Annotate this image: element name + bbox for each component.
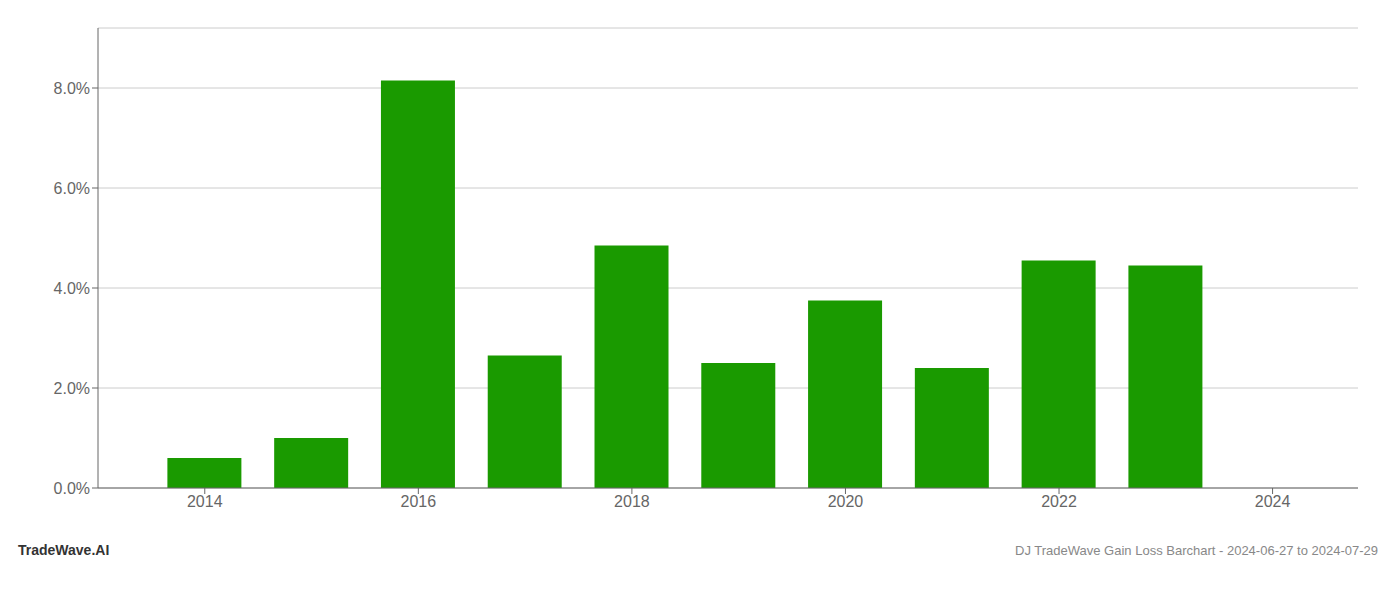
svg-text:6.0%: 6.0%	[54, 180, 90, 197]
svg-text:2.0%: 2.0%	[54, 380, 90, 397]
svg-text:0.0%: 0.0%	[54, 480, 90, 497]
html-text:DJ TradeWave Gain Loss Barchar: DJ TradeWave Gain Loss Barchart - 2024-0…	[1015, 543, 1378, 558]
svg-text:8.0%: 8.0%	[54, 80, 90, 97]
svg-text:2024: 2024	[1255, 493, 1291, 510]
svg-text:2020: 2020	[828, 493, 864, 510]
svg-text:2018: 2018	[614, 493, 650, 510]
svg-text:2014: 2014	[187, 493, 223, 510]
svg-text:4.0%: 4.0%	[54, 280, 90, 297]
html-text:TradeWave.AI: TradeWave.AI	[18, 542, 110, 558]
svg-text:2016: 2016	[401, 493, 437, 510]
svg-text:2022: 2022	[1041, 493, 1077, 510]
